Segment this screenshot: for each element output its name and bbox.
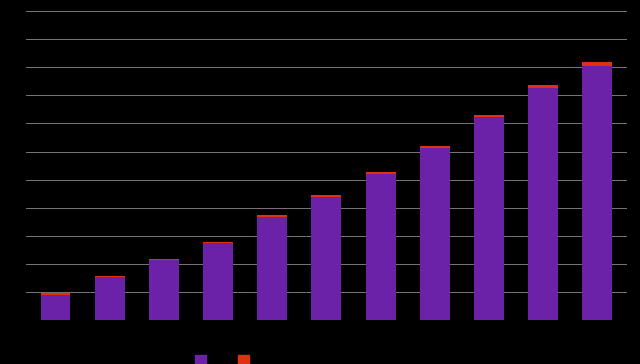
- Bar: [582, 62, 612, 66]
- Bar: [95, 276, 125, 277]
- Bar: [365, 174, 396, 320]
- Bar: [528, 85, 558, 88]
- Bar: [203, 242, 233, 243]
- Bar: [149, 260, 179, 320]
- Bar: [312, 195, 341, 197]
- Bar: [420, 146, 450, 149]
- Legend: , : ,: [190, 351, 258, 364]
- Bar: [257, 217, 287, 320]
- Bar: [420, 149, 450, 320]
- Bar: [582, 66, 612, 320]
- Bar: [474, 115, 504, 118]
- Bar: [203, 243, 233, 320]
- Bar: [149, 259, 179, 260]
- Bar: [312, 197, 341, 320]
- Bar: [40, 294, 70, 320]
- Bar: [365, 173, 396, 174]
- Bar: [95, 277, 125, 320]
- Bar: [40, 293, 70, 294]
- Bar: [528, 88, 558, 320]
- Bar: [474, 118, 504, 320]
- Bar: [257, 215, 287, 217]
